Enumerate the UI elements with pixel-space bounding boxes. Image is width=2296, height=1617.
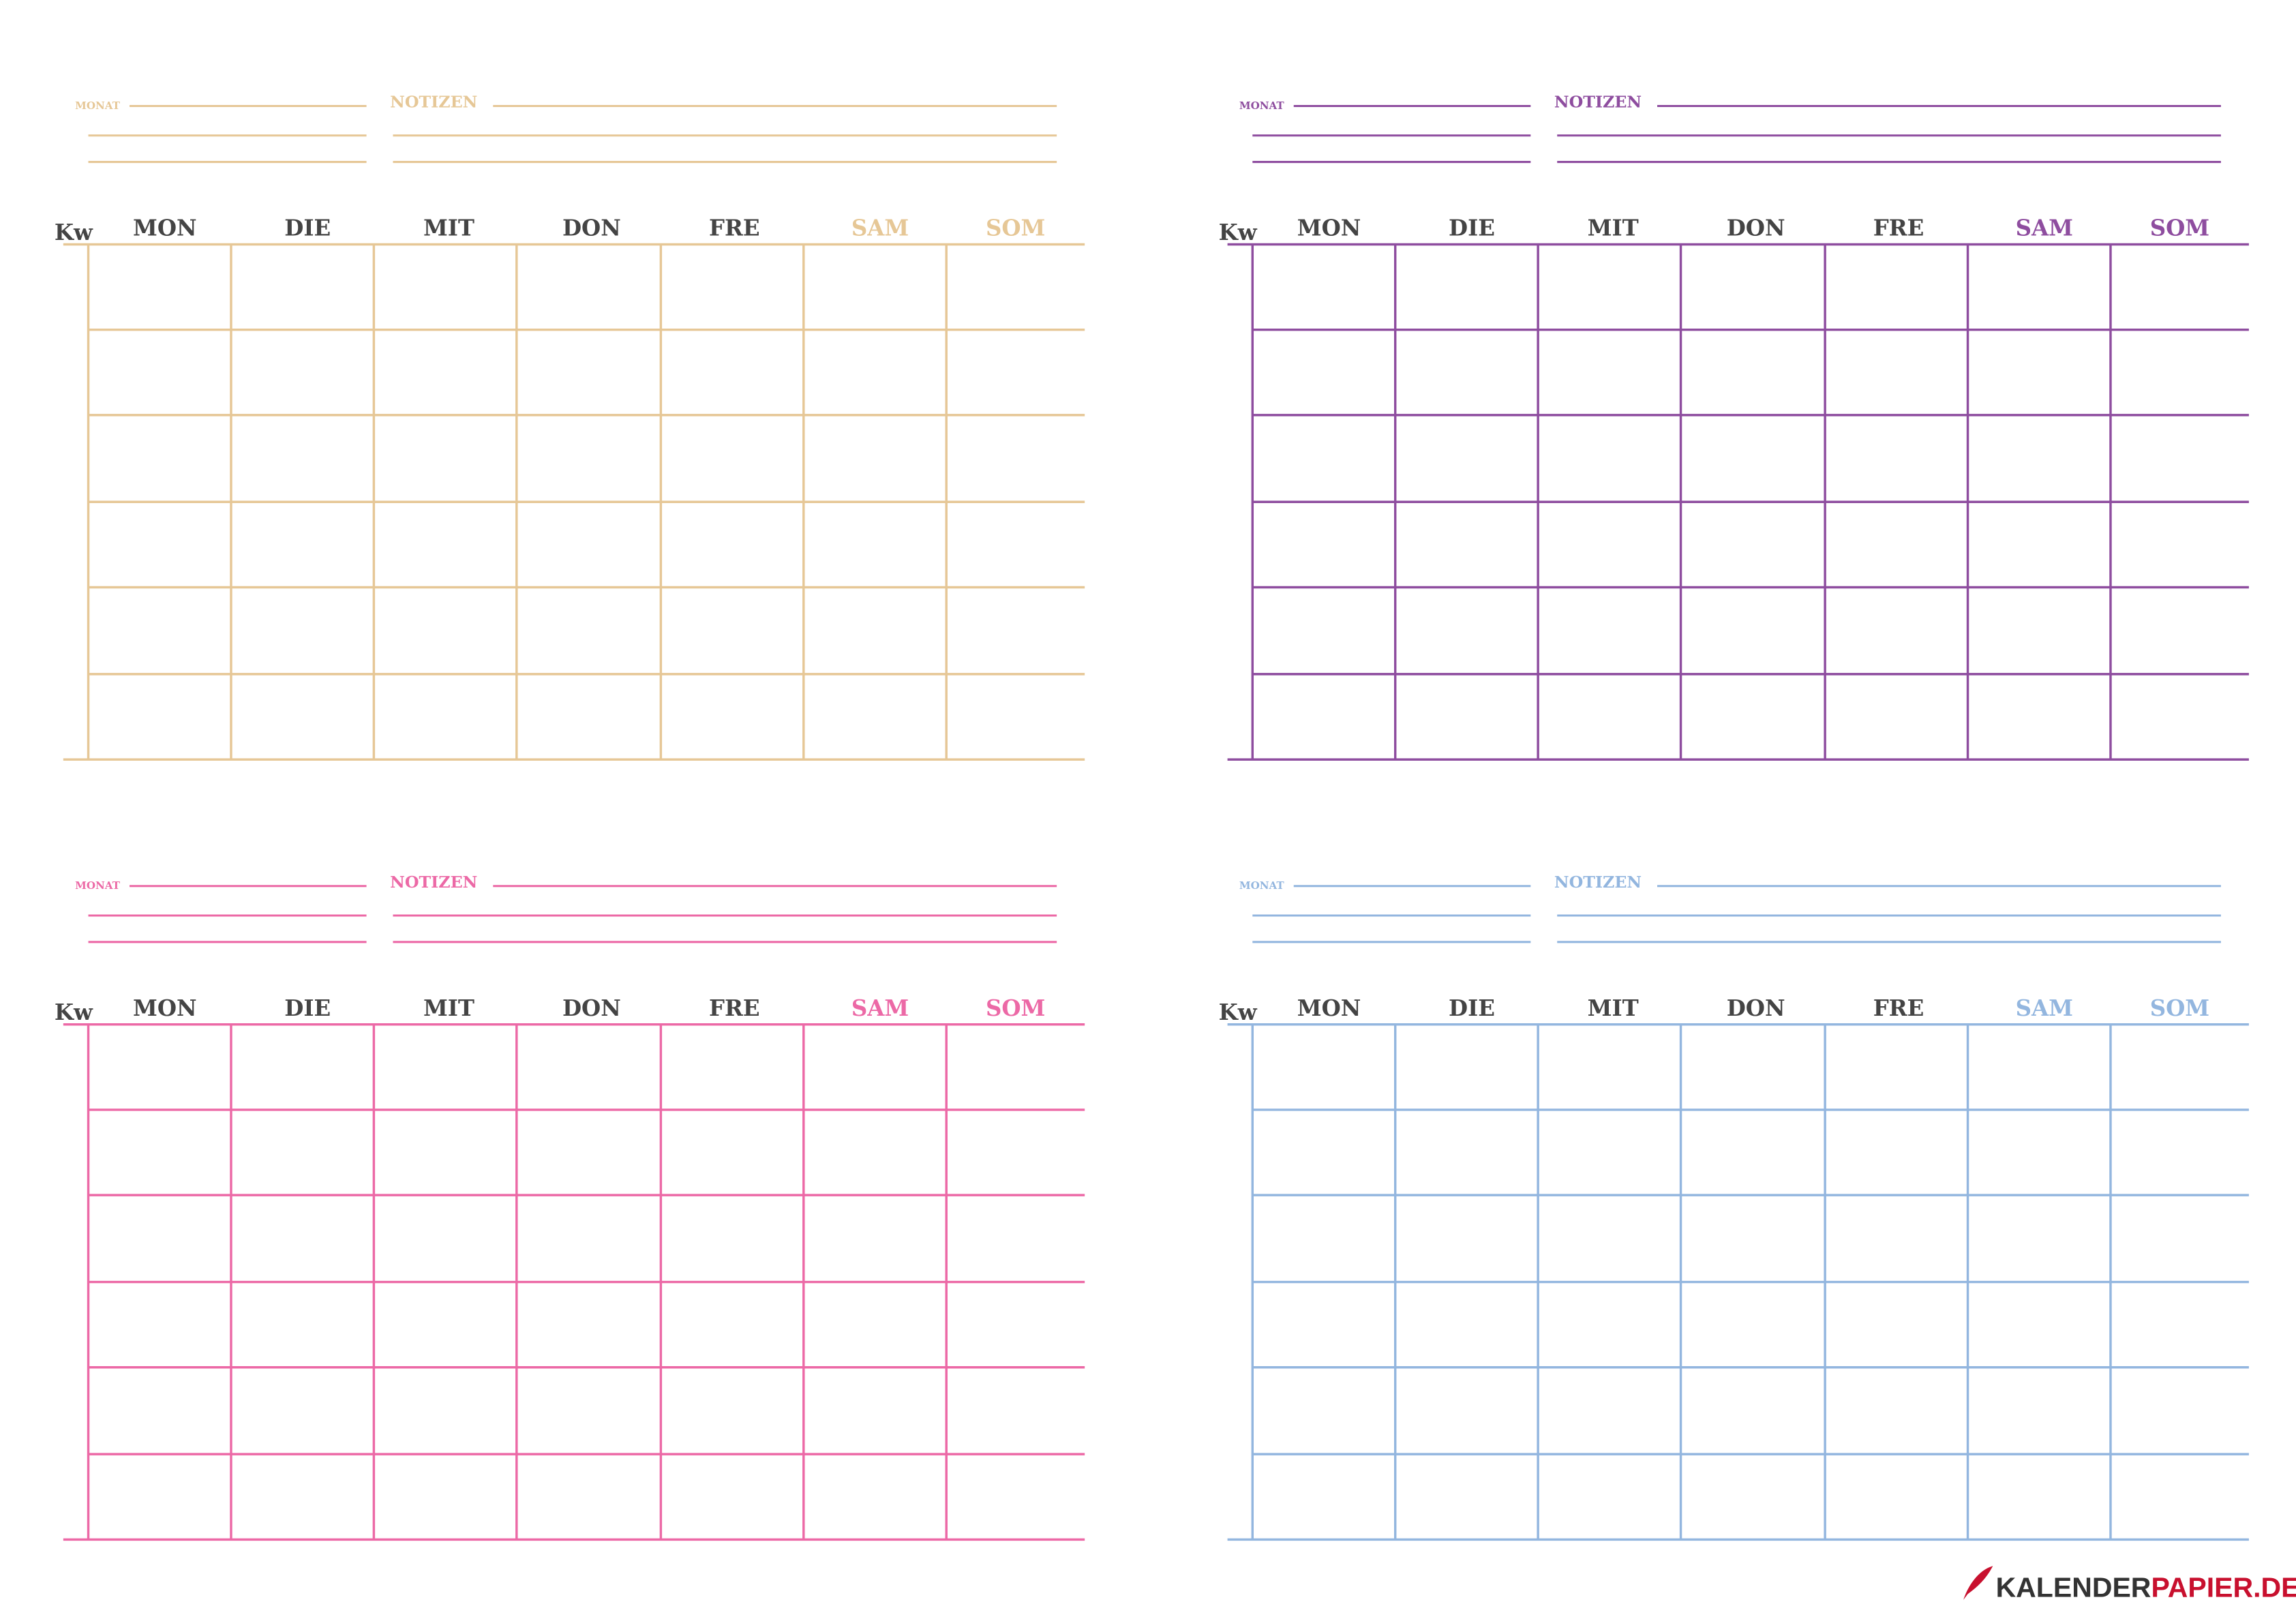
monat-label: MONAT — [1239, 100, 1285, 112]
logo-icon — [1963, 1566, 1993, 1600]
day-label: DIE — [1449, 215, 1495, 241]
kw-label: Kw — [1219, 999, 1258, 1025]
day-label: SAM — [2016, 215, 2073, 241]
day-label: DIE — [284, 215, 331, 241]
day-label: MIT — [423, 995, 474, 1021]
day-label: SAM — [2016, 995, 2073, 1021]
kw-label: Kw — [1219, 220, 1258, 245]
notizen-label: NOTIZEN — [1554, 93, 1642, 112]
calendar: MONAT NOTIZEN Kw MON DIE MIT DON FRE SAM SOM — [1219, 93, 2249, 761]
logo-text: KALENDERPAPIER.DE — [1996, 1572, 2296, 1603]
day-label: SOM — [986, 995, 1045, 1021]
logo: KALENDERPAPIER.DE — [1963, 1566, 2296, 1603]
kw-label: Kw — [55, 999, 93, 1025]
day-label: DIE — [1449, 995, 1495, 1021]
monat-label: MONAT — [75, 879, 121, 892]
logo-part1: KALENDER — [1996, 1572, 2151, 1603]
kw-label: Kw — [55, 220, 93, 245]
notizen-label: NOTIZEN — [390, 873, 477, 892]
day-label: SOM — [986, 215, 1045, 241]
day-label: MIT — [423, 215, 474, 241]
day-label: SOM — [2150, 215, 2209, 241]
notizen-label: NOTIZEN — [1554, 873, 1642, 892]
day-label: SOM — [2150, 995, 2209, 1021]
day-label: SAM — [851, 995, 909, 1021]
day-label: DIE — [284, 995, 331, 1021]
day-label: MIT — [1588, 995, 1639, 1021]
monat-label: MONAT — [1239, 879, 1285, 892]
day-label: MON — [1297, 215, 1361, 241]
day-label: FRE — [1873, 215, 1924, 241]
notizen-label: NOTIZEN — [390, 93, 477, 112]
day-label: DON — [1727, 215, 1785, 241]
day-label: DON — [562, 215, 621, 241]
day-label: FRE — [709, 215, 760, 241]
calendar: MONAT NOTIZEN Kw MON DIE MIT DON FRE SAM SOM — [55, 873, 1085, 1541]
day-label: FRE — [1873, 995, 1924, 1021]
day-label: MIT — [1588, 215, 1639, 241]
logo-part2: PAPIER.DE — [2151, 1572, 2296, 1603]
calendar: MONAT NOTIZEN Kw MON DIE MIT DON FRE SAM SOM — [55, 93, 1085, 761]
day-label: FRE — [709, 995, 760, 1021]
monat-label: MONAT — [75, 100, 121, 112]
day-label: MON — [133, 995, 197, 1021]
calendar: MONAT NOTIZEN Kw MON DIE MIT DON FRE SAM SOM — [1219, 873, 2249, 1541]
day-label: DON — [1727, 995, 1785, 1021]
day-label: SAM — [851, 215, 909, 241]
day-label: MON — [1297, 995, 1361, 1021]
day-label: DON — [562, 995, 621, 1021]
day-label: MON — [133, 215, 197, 241]
